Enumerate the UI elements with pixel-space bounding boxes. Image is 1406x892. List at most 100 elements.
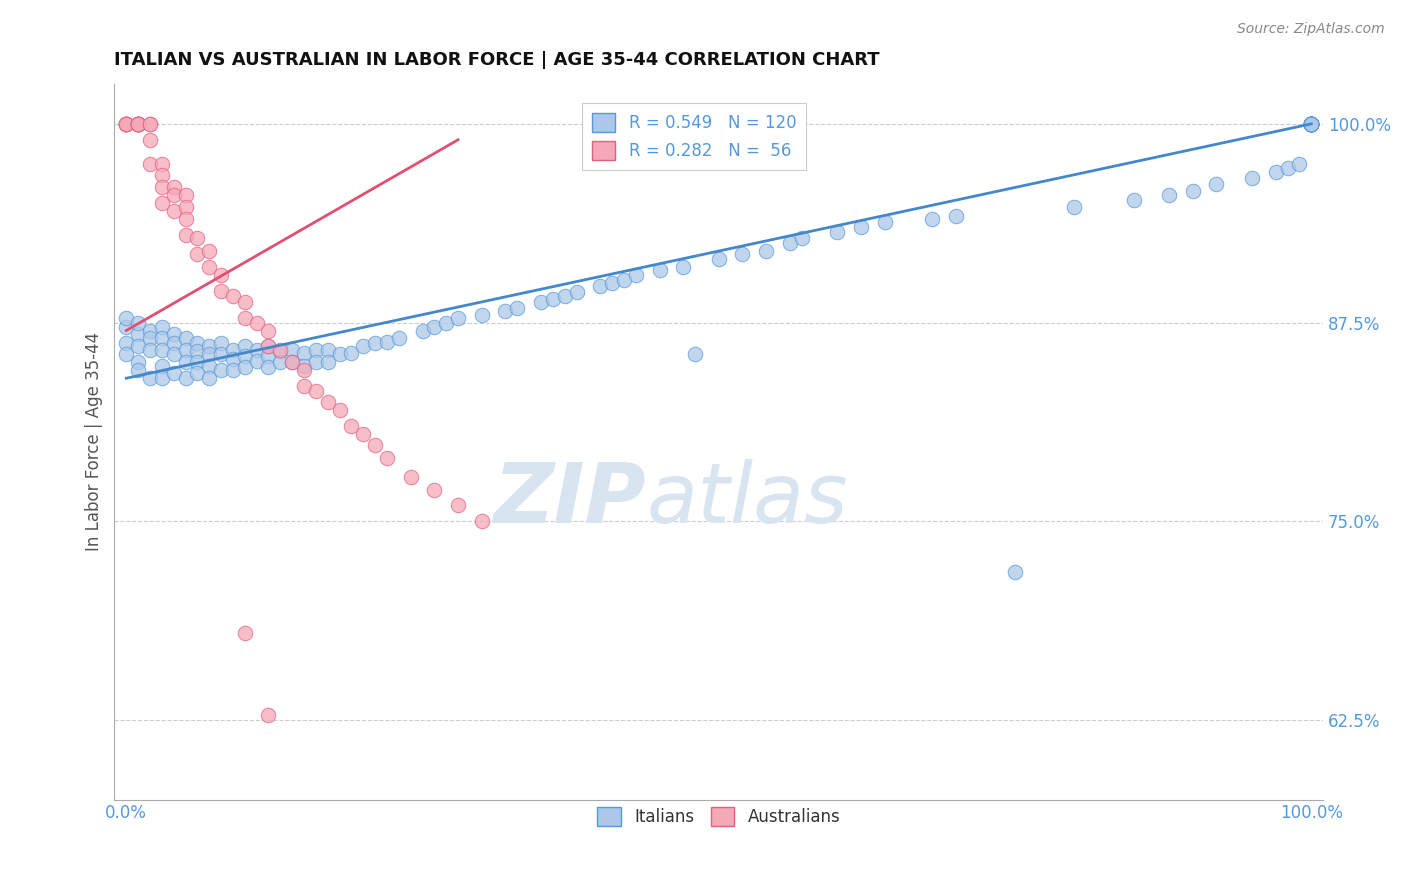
Point <box>1264 164 1286 178</box>
Point <box>127 355 149 369</box>
Point <box>257 339 280 353</box>
Point <box>613 273 636 287</box>
Point <box>1004 565 1026 579</box>
Point <box>163 326 186 341</box>
Point <box>246 343 269 357</box>
Point <box>198 260 221 274</box>
Point <box>945 209 967 223</box>
Point <box>127 339 149 353</box>
Point <box>1122 193 1144 207</box>
Point <box>174 343 197 357</box>
Point <box>163 336 186 351</box>
Point <box>257 324 280 338</box>
Point <box>186 231 208 245</box>
Point <box>174 228 197 243</box>
Point <box>1205 178 1227 192</box>
Point <box>163 367 186 381</box>
Point <box>174 355 197 369</box>
Point <box>434 316 457 330</box>
Point <box>672 260 695 274</box>
Point <box>1301 117 1323 131</box>
Point <box>471 308 494 322</box>
Point <box>163 180 186 194</box>
Point <box>233 625 256 640</box>
Point <box>364 438 387 452</box>
Point <box>139 331 162 345</box>
Point <box>1301 117 1323 131</box>
Legend: Italians, Australians: Italians, Australians <box>589 798 849 834</box>
Point <box>375 334 398 349</box>
Point <box>127 117 149 131</box>
Point <box>139 117 162 131</box>
Point <box>340 346 363 360</box>
Point <box>849 220 872 235</box>
Point <box>1301 117 1323 131</box>
Point <box>921 212 943 227</box>
Point <box>1301 117 1323 131</box>
Point <box>624 268 647 282</box>
Point <box>150 168 173 182</box>
Point <box>755 244 778 258</box>
Point <box>269 344 291 359</box>
Point <box>269 355 291 369</box>
Point <box>257 360 280 375</box>
Point <box>127 117 149 131</box>
Point <box>1301 117 1323 131</box>
Point <box>127 316 149 330</box>
Point <box>163 204 186 219</box>
Text: Source: ZipAtlas.com: Source: ZipAtlas.com <box>1237 22 1385 37</box>
Point <box>163 347 186 361</box>
Point <box>150 359 173 373</box>
Point <box>1301 117 1323 131</box>
Point <box>292 379 315 393</box>
Point <box>115 320 138 334</box>
Point <box>115 117 138 131</box>
Point <box>139 343 162 357</box>
Point <box>281 355 304 369</box>
Point <box>329 347 352 361</box>
Point <box>565 285 588 300</box>
Point <box>139 117 162 131</box>
Point <box>139 324 162 338</box>
Point <box>139 156 162 170</box>
Point <box>1288 156 1310 170</box>
Point <box>127 117 149 131</box>
Point <box>530 294 553 309</box>
Point <box>233 294 256 309</box>
Point <box>150 156 173 170</box>
Point <box>186 344 208 359</box>
Point <box>186 336 208 351</box>
Point <box>115 117 138 131</box>
Point <box>600 276 623 290</box>
Point <box>222 352 245 367</box>
Point <box>127 117 149 131</box>
Point <box>174 331 197 345</box>
Point <box>127 363 149 377</box>
Point <box>127 117 149 131</box>
Point <box>174 212 197 227</box>
Point <box>779 236 801 251</box>
Point <box>246 353 269 368</box>
Point <box>233 339 256 353</box>
Point <box>352 339 374 353</box>
Point <box>222 288 245 302</box>
Point <box>316 343 339 357</box>
Point <box>127 117 149 131</box>
Point <box>257 339 280 353</box>
Point <box>1301 117 1323 131</box>
Point <box>209 336 232 351</box>
Point <box>115 117 138 131</box>
Point <box>209 268 232 282</box>
Point <box>1181 184 1204 198</box>
Point <box>115 117 138 131</box>
Point <box>683 347 706 361</box>
Point <box>1301 117 1323 131</box>
Point <box>471 514 494 528</box>
Point <box>150 331 173 345</box>
Point <box>873 215 896 229</box>
Point <box>1301 117 1323 131</box>
Point <box>115 117 138 131</box>
Point <box>1301 117 1323 131</box>
Point <box>340 418 363 433</box>
Point <box>316 395 339 409</box>
